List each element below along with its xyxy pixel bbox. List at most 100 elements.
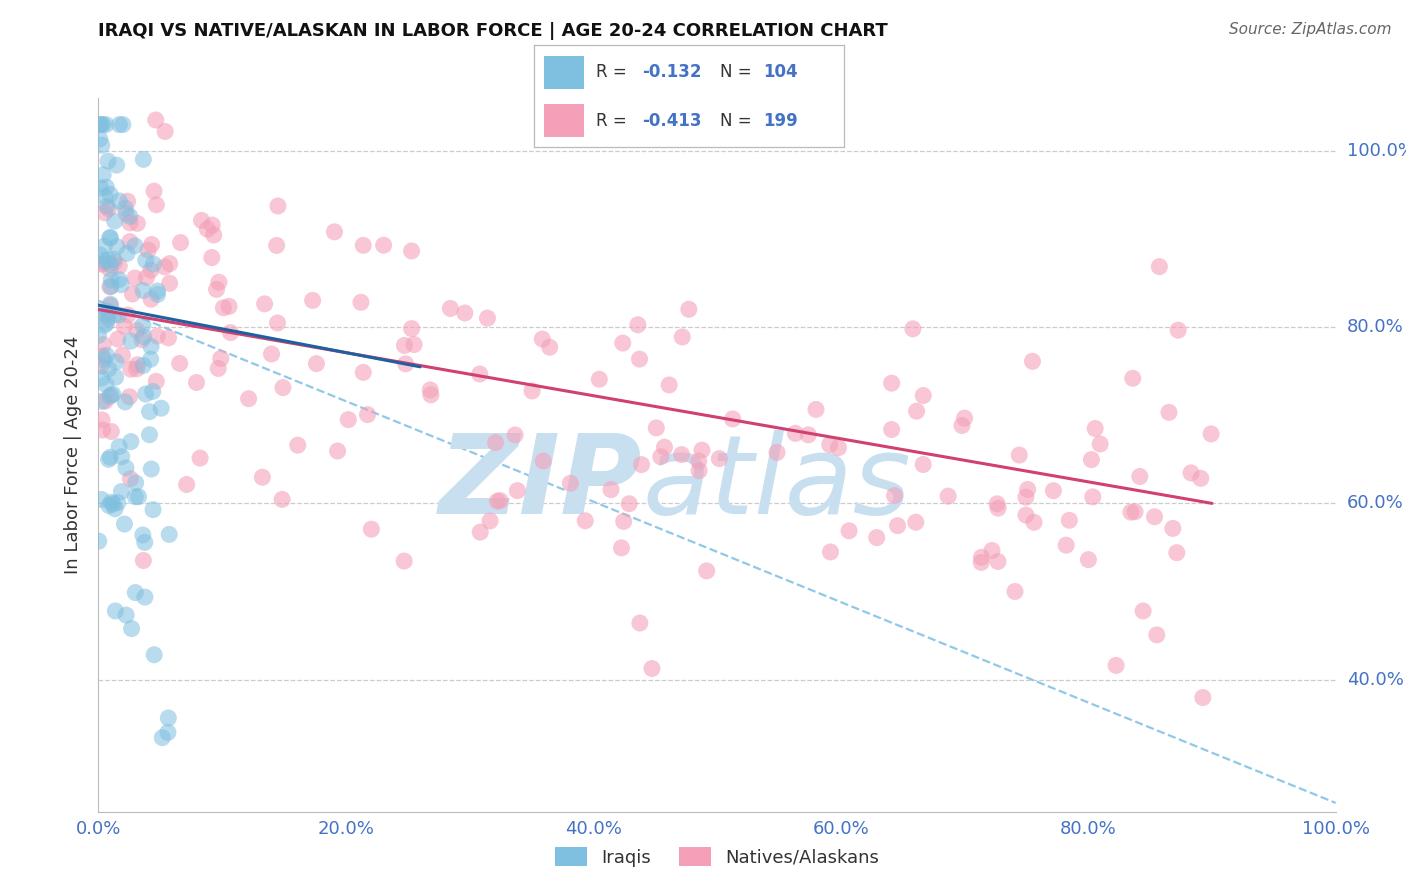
Text: N =: N =: [720, 112, 756, 129]
Point: [1017, 483, 1039, 497]
Point: [721, 412, 744, 426]
Point: [266, 238, 288, 252]
Point: [120, 362, 142, 376]
Point: [301, 293, 323, 308]
Point: [117, 194, 139, 209]
Point: [820, 545, 842, 559]
Point: [108, 118, 131, 132]
Point: [352, 238, 374, 252]
Point: [121, 287, 143, 301]
Point: [153, 260, 176, 274]
Point: [266, 316, 288, 330]
Point: [131, 333, 153, 347]
Point: [479, 514, 502, 528]
Point: [124, 271, 146, 285]
Point: [356, 408, 378, 422]
Point: [114, 395, 136, 409]
Point: [132, 359, 155, 373]
Point: [132, 528, 155, 542]
Text: IRAQI VS NATIVE/ALASKAN IN LABOR FORCE | AGE 20-24 CORRELATION CHART: IRAQI VS NATIVE/ALASKAN IN LABOR FORCE |…: [98, 22, 889, 40]
Point: [104, 604, 127, 618]
Point: [94, 394, 117, 409]
Point: [150, 731, 173, 745]
Point: [252, 470, 274, 484]
Point: [1088, 437, 1111, 451]
Point: [93, 353, 115, 368]
Point: [110, 277, 132, 292]
Point: [124, 585, 146, 599]
Point: [93, 253, 115, 268]
Point: [87, 534, 110, 549]
Point: [132, 553, 155, 567]
Point: [91, 413, 114, 427]
Point: [96, 180, 118, 194]
Point: [146, 329, 169, 343]
Point: [91, 423, 114, 437]
Point: [271, 492, 294, 507]
Point: [105, 158, 128, 172]
Point: [141, 462, 163, 476]
Point: [219, 326, 242, 340]
Point: [1004, 584, 1026, 599]
Point: [104, 214, 127, 228]
Point: [150, 401, 173, 416]
Point: [108, 194, 131, 208]
Point: [287, 438, 309, 452]
Point: [97, 362, 120, 376]
Point: [804, 402, 827, 417]
Point: [600, 483, 623, 497]
Point: [93, 239, 115, 253]
Point: [654, 440, 676, 454]
Point: [91, 257, 114, 271]
Point: [1105, 658, 1128, 673]
Text: 199: 199: [763, 112, 799, 129]
Point: [101, 387, 124, 401]
Point: [470, 525, 492, 540]
Point: [132, 284, 155, 298]
Point: [271, 381, 294, 395]
Point: [146, 284, 169, 298]
Point: [96, 309, 118, 323]
Point: [142, 384, 165, 399]
Point: [132, 153, 155, 167]
Point: [1008, 448, 1031, 462]
Point: [986, 497, 1008, 511]
Text: 60.0%: 60.0%: [1347, 494, 1403, 512]
Point: [98, 262, 121, 277]
Point: [1146, 628, 1168, 642]
Point: [142, 257, 165, 271]
Point: [1157, 405, 1180, 419]
Point: [143, 648, 166, 662]
Point: [305, 357, 328, 371]
Point: [207, 361, 229, 376]
Point: [205, 282, 228, 296]
Point: [142, 502, 165, 516]
Point: [613, 515, 636, 529]
Point: [610, 541, 633, 555]
Point: [560, 476, 582, 491]
Point: [936, 489, 959, 503]
Point: [98, 298, 121, 312]
Point: [1054, 538, 1077, 552]
Point: [323, 225, 346, 239]
Point: [395, 357, 418, 371]
Point: [641, 661, 664, 675]
Point: [94, 118, 117, 132]
Point: [139, 352, 162, 367]
Point: [818, 437, 841, 451]
Point: [617, 497, 640, 511]
Point: [1021, 354, 1043, 368]
Point: [114, 202, 136, 216]
Point: [1199, 426, 1222, 441]
Point: [103, 252, 125, 267]
Point: [111, 118, 134, 132]
Point: [117, 308, 139, 322]
Point: [115, 246, 138, 260]
Point: [678, 302, 700, 317]
Text: 40.0%: 40.0%: [1347, 671, 1403, 689]
Point: [970, 555, 993, 569]
Point: [645, 421, 668, 435]
Point: [238, 392, 260, 406]
Point: [169, 356, 191, 370]
Legend: Iraqis, Natives/Alaskans: Iraqis, Natives/Alaskans: [547, 840, 887, 874]
